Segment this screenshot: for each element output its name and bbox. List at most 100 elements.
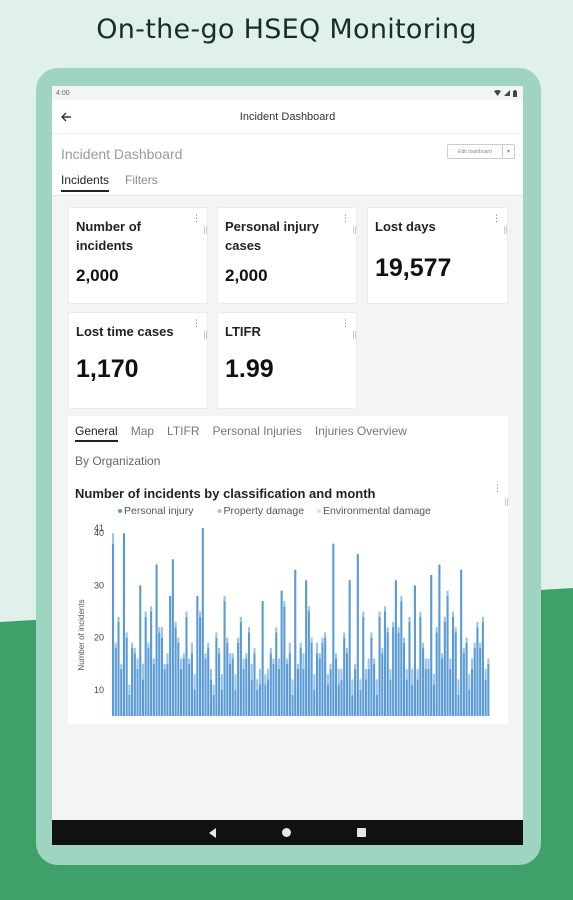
bar-segment (239, 621, 242, 716)
dashboard-select[interactable]: Edit dashboard ▾ (447, 144, 515, 159)
bar-segment (144, 611, 147, 617)
bar-segment (451, 611, 455, 617)
bar-segment (405, 668, 408, 680)
tab-injuries-overview[interactable]: Injuries Overview (314, 424, 407, 438)
bar-segment (332, 543, 335, 716)
bar-segment (288, 653, 291, 716)
bar-segment (402, 642, 406, 716)
nav-home-icon[interactable] (282, 828, 291, 837)
bar-segment (283, 601, 286, 607)
bar-segment (125, 637, 128, 716)
bar-segment (264, 684, 267, 716)
bar-segment (215, 632, 218, 638)
nav-back-icon[interactable] (209, 827, 216, 838)
card-ltifr[interactable]: LTIFR 1.99 ⋮ (217, 312, 357, 409)
bar-segment (234, 689, 237, 716)
bar-segment (473, 642, 476, 649)
resize-handle-icon[interactable] (504, 226, 507, 234)
more-vert-icon[interactable]: ⋮ (492, 213, 501, 223)
bar-segment (120, 668, 123, 716)
bar-segment (462, 653, 465, 716)
more-vert-icon[interactable]: ⋮ (341, 318, 350, 328)
bar-segment (226, 637, 229, 643)
bar-segment (267, 679, 270, 716)
y-tick-label: 30 (94, 580, 104, 590)
bar-segment (250, 679, 253, 716)
bar-segment (315, 653, 319, 716)
bar-segment (193, 689, 196, 716)
bar-segment (457, 695, 460, 716)
legend-label: Personal injury (124, 505, 194, 517)
arrow-left-icon (60, 112, 71, 121)
card-lost-time-cases[interactable]: Lost time cases 1,170 ⋮ (68, 312, 208, 409)
card-personal-injury-cases[interactable]: Personal injury cases 2,000 ⋮ (217, 207, 357, 304)
bar-segment (152, 663, 155, 716)
bar-segment (182, 653, 185, 659)
bar-segment (359, 689, 362, 716)
more-vert-icon[interactable]: ⋮ (192, 213, 201, 223)
bar-segment (141, 663, 145, 680)
bar-segment (400, 595, 403, 602)
more-vert-icon[interactable]: ⋮ (493, 483, 502, 493)
bar-segment (253, 653, 256, 716)
bar-segment (117, 621, 120, 716)
nav-recent-apps-icon[interactable] (357, 828, 366, 837)
tab-filters[interactable]: Filters (125, 173, 158, 187)
bar-segment (430, 574, 433, 716)
dashboard-header: Incident Dashboard Edit dashboard ▾ Inci… (52, 134, 523, 196)
bar-segment (223, 595, 226, 602)
tab-general[interactable]: General (75, 424, 118, 442)
bar-segment (454, 632, 457, 716)
card-lost-days[interactable]: Lost days 19,577 ⋮ (367, 207, 508, 304)
resize-handle-icon[interactable] (353, 226, 356, 234)
bar-segment (179, 658, 183, 669)
tab-map[interactable]: Map (130, 424, 155, 438)
tab-personal-injuries[interactable]: Personal Injuries (212, 424, 302, 438)
bar-segment (367, 668, 370, 716)
chart-title: Number of incidents by classification an… (75, 486, 376, 501)
bar-segment (277, 668, 280, 716)
bar-segment (267, 668, 270, 680)
bar-segment (174, 621, 177, 628)
resize-handle-icon[interactable] (353, 331, 356, 339)
card-value: 1.99 (225, 355, 274, 383)
bar-segment (231, 653, 234, 659)
bar-segment (408, 616, 411, 622)
bar-segment (136, 658, 139, 669)
bar-segment (190, 642, 193, 654)
chart-card: General Map LTIFR Personal Injuries Inju… (68, 416, 508, 724)
card-value: 19,577 (375, 254, 452, 282)
bar-segment (114, 648, 117, 716)
bar-segment (128, 695, 131, 716)
resize-handle-icon[interactable] (204, 331, 207, 339)
more-vert-icon[interactable]: ⋮ (192, 318, 201, 328)
bar-segment (375, 679, 378, 696)
card-number-of-incidents[interactable]: Number of incidents 2,000 ⋮ (68, 207, 208, 304)
resize-handle-icon[interactable] (204, 226, 207, 234)
bar-segment (424, 658, 427, 669)
bar-segment (177, 642, 180, 716)
bar-segment (389, 679, 392, 716)
tab-incidents[interactable]: Incidents (61, 173, 110, 192)
back-button[interactable] (52, 100, 80, 134)
bar-segment (473, 648, 476, 716)
chart-tabs: General Map LTIFR Personal Injuries Inju… (75, 424, 407, 442)
bar-segment (207, 642, 210, 649)
bar-segment (269, 648, 272, 654)
more-vert-icon[interactable]: ⋮ (341, 213, 350, 223)
bar-segment (392, 621, 395, 628)
bar-segment (324, 632, 327, 638)
bar-segment (340, 668, 343, 680)
bar-segment (160, 637, 164, 716)
android-nav-bar (52, 820, 523, 845)
resize-handle-icon[interactable] (505, 498, 508, 506)
bar-segment (231, 658, 234, 716)
bar-segment (465, 637, 468, 643)
bar-segment (378, 611, 381, 617)
bar-segment (166, 663, 169, 716)
bar-segment (122, 533, 125, 716)
tab-by-organization[interactable]: By Organization (75, 454, 161, 468)
bar-segment (209, 668, 213, 680)
tab-ltifr[interactable]: LTIFR (167, 424, 200, 438)
bar-segment (351, 695, 354, 716)
